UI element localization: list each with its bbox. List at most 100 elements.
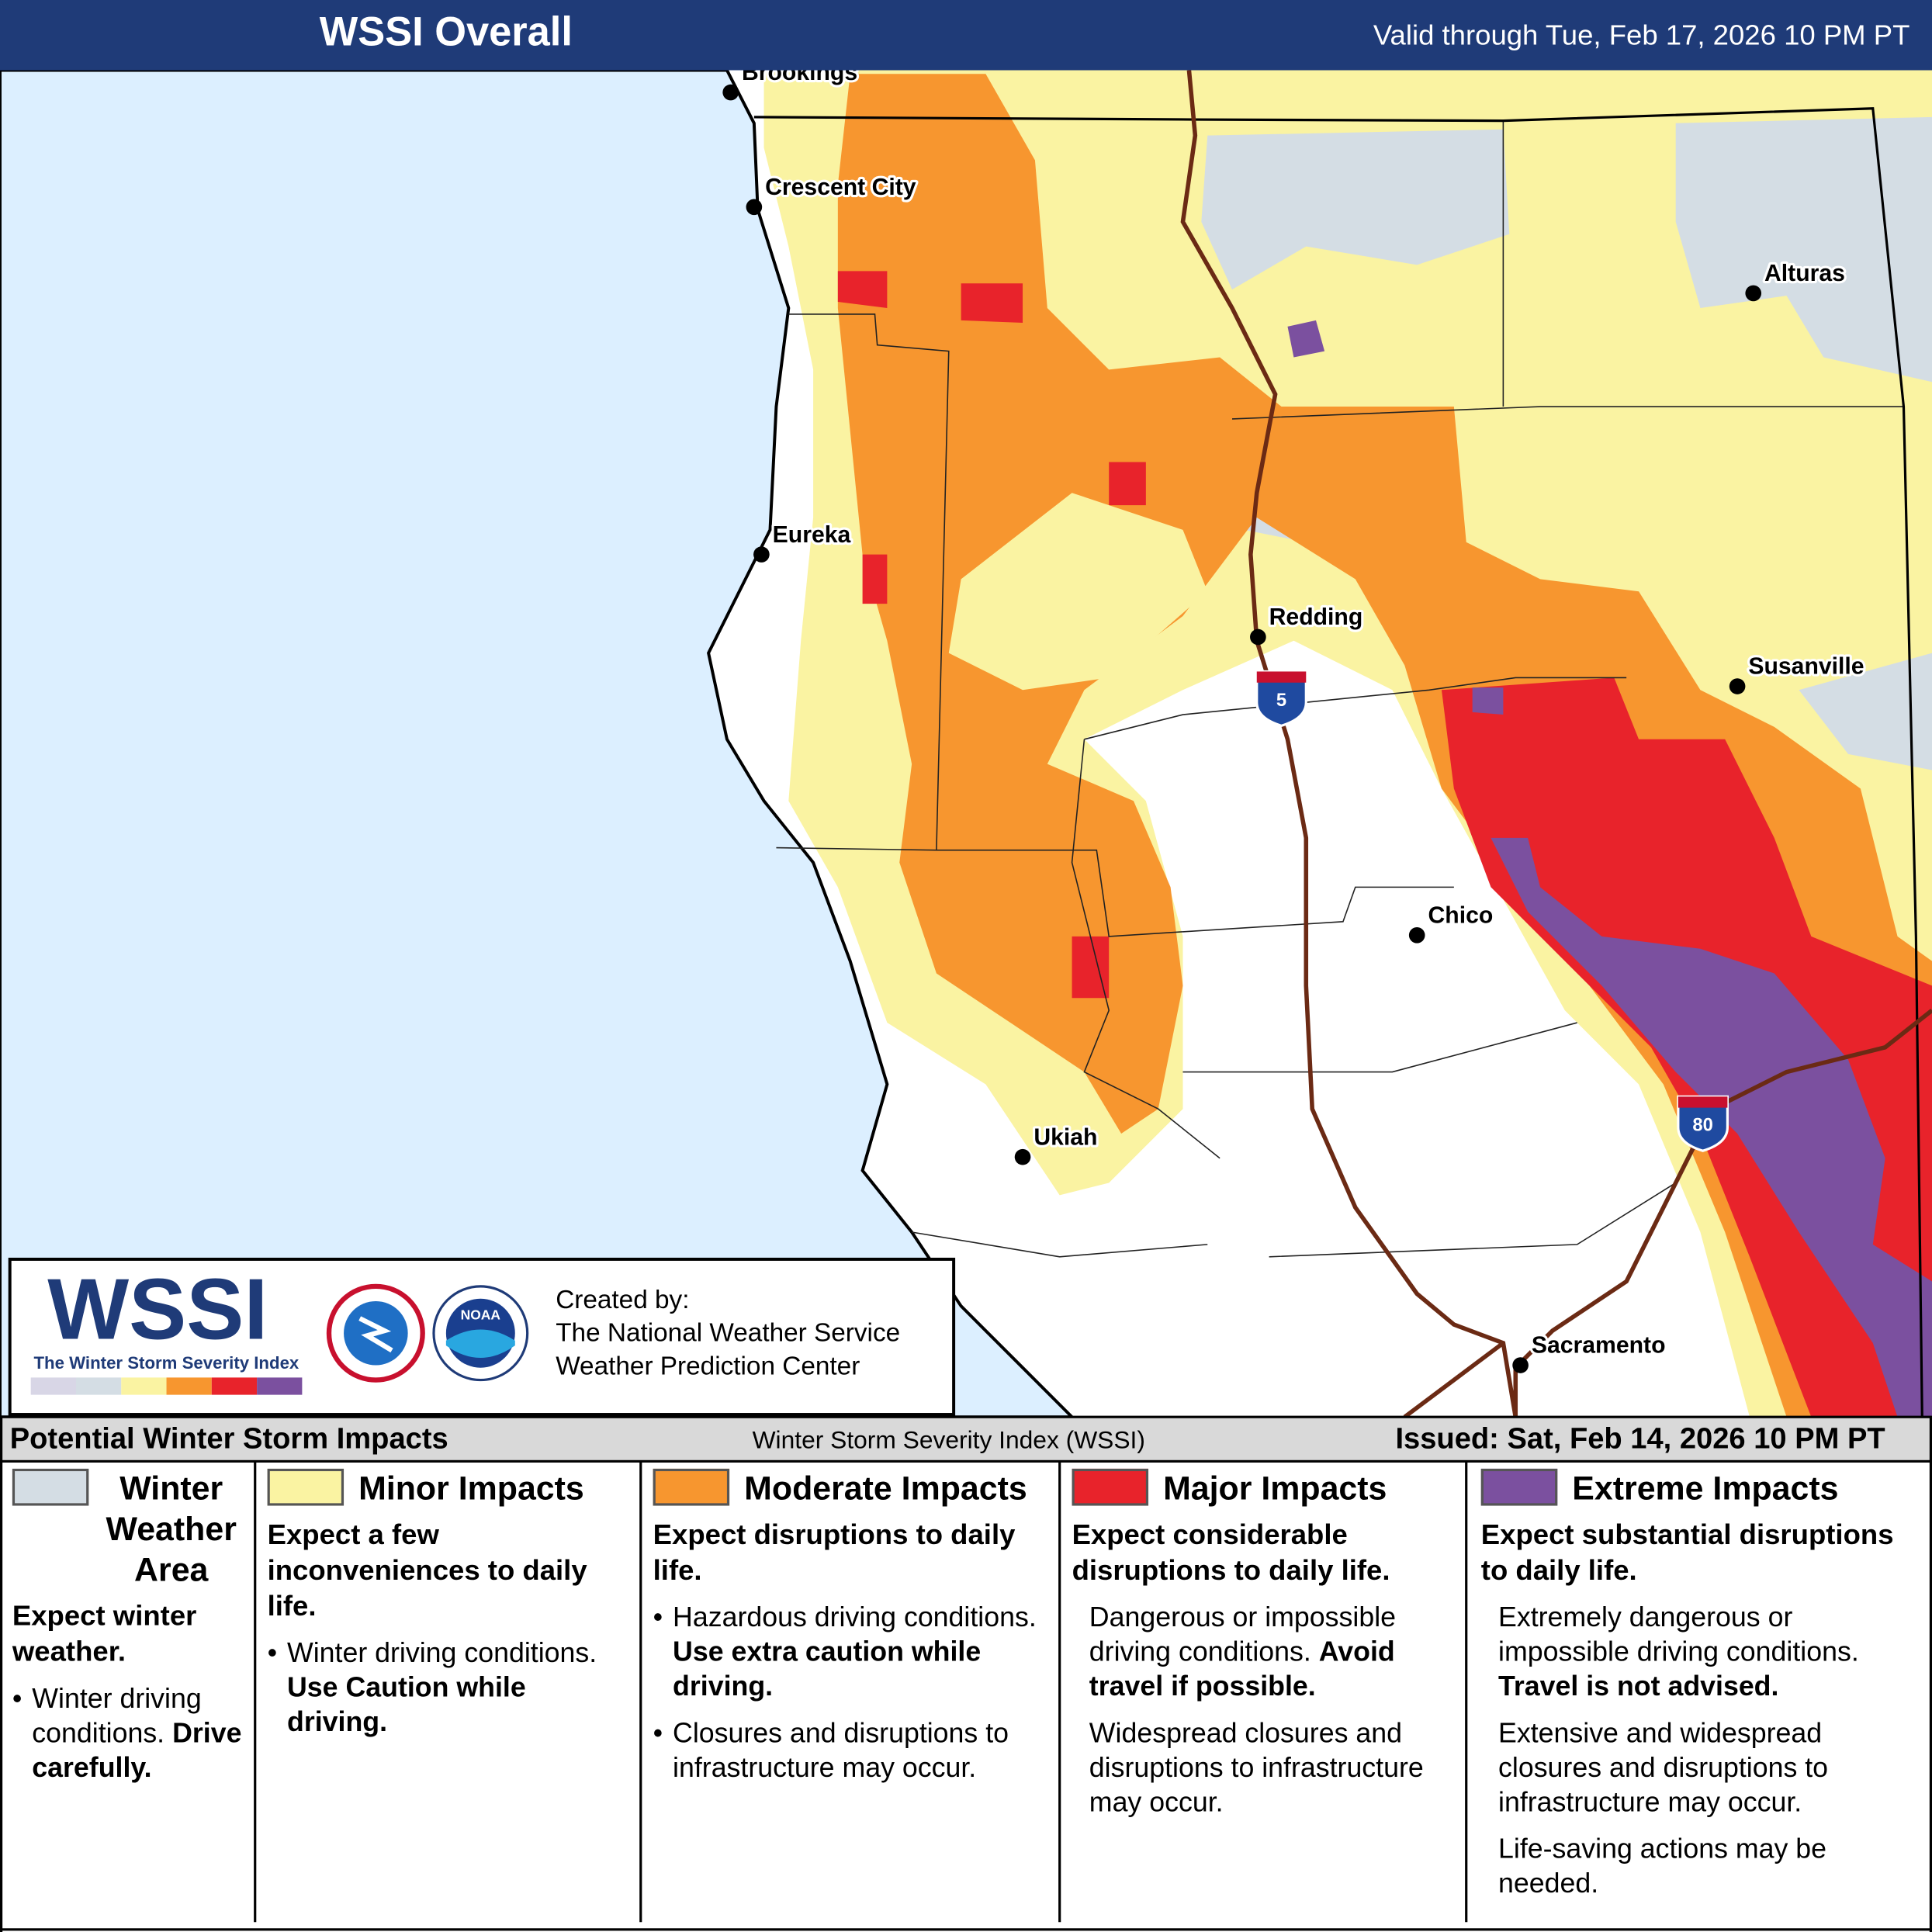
legend-swatch (267, 1468, 345, 1506)
extreme-zone (1287, 320, 1932, 1418)
wssi-logo: WSSI (47, 1260, 268, 1357)
legend-subtitle: Winter Storm Severity Index (WSSI) (753, 1425, 1145, 1453)
creator: The National Weather Service (556, 1319, 900, 1348)
winter-zone (998, 116, 1932, 974)
legend-name: Moderate Impacts (744, 1470, 1027, 1508)
legend-strip (0, 1415, 1932, 1463)
item-emphasis: Use extra caution while driving. (673, 1636, 982, 1702)
city-label: Chico (1428, 902, 1494, 928)
legend-swatch (12, 1468, 89, 1506)
item-text: Extremely dangerous or impossible drivin… (1498, 1601, 1859, 1667)
city-dot (746, 199, 763, 216)
item-text: Life-saving actions may be needed. (1498, 1833, 1827, 1899)
noaa-text: NOAA (461, 1307, 501, 1323)
city-label: Redding (1269, 604, 1363, 630)
shield-top (1678, 1096, 1728, 1108)
city-dot (1250, 628, 1266, 646)
legend-summary: Expect disruptions to daily life. (653, 1518, 1016, 1586)
legend-column: Moderate Impacts Expect disruptions to da… (646, 1468, 1054, 1798)
interstates (1180, 70, 1932, 1419)
legend-summary: Expect substantial disruptions to daily … (1480, 1518, 1894, 1586)
shield (1677, 1095, 1729, 1152)
title: WSSI Overall (320, 9, 573, 54)
city-label: Ukiah (1034, 1124, 1097, 1150)
legend-item: Dangerous or impossible driving conditio… (1072, 1601, 1454, 1704)
shield (1255, 670, 1307, 727)
item-text: Widespread closures and disruptions to i… (1089, 1717, 1424, 1818)
legend-item: Winter driving conditions. Drive careful… (12, 1682, 243, 1785)
legend-item: Life-saving actions may be needed. (1481, 1832, 1920, 1901)
legend-summary: Expect winter weather. (12, 1599, 197, 1667)
city-label: Crescent City (765, 175, 916, 200)
city-dot (1745, 285, 1762, 302)
legend-name: Winter Weather Area (106, 1470, 237, 1588)
wssi-tagline: The Winter Storm Severity Index (33, 1353, 299, 1373)
noaa-wave (445, 1329, 515, 1358)
legend-head: Major Impacts (1072, 1468, 1454, 1509)
legend-item: Closures and disruptions to infrastructu… (653, 1716, 1047, 1785)
item-emphasis: Travel is not advised. (1498, 1671, 1779, 1702)
legend-swatch (1072, 1468, 1149, 1506)
city-dot (722, 84, 739, 101)
legend-name: Minor Impacts (358, 1470, 584, 1508)
legend-swatch (1480, 1468, 1558, 1506)
major-zone (837, 271, 1932, 1418)
legend-item: Extremely dangerous or impossible drivin… (1481, 1601, 1920, 1704)
moderate-zone (837, 74, 1932, 1418)
county-lines (776, 120, 1904, 1258)
issued: Issued: Sat, Feb 14, 2026 10 PM PT (1395, 1422, 1885, 1455)
legend-head: Moderate Impacts (653, 1468, 1047, 1509)
legend-column: Major Impacts Expect considerable disrupt… (1065, 1468, 1461, 1832)
item-text: Extensive and widespread closures and di… (1498, 1717, 1829, 1818)
legend-item: Widespread closures and disruptions to i… (1072, 1716, 1454, 1819)
ocean (0, 68, 1076, 1419)
legend-column: Minor Impacts Expect a few inconveniences… (260, 1468, 635, 1752)
nws-bolt (358, 1316, 393, 1353)
legend-column: Extreme Impacts Expect substantial disrup… (1473, 1468, 1927, 1913)
item-text: Winter driving conditions. (32, 1683, 202, 1749)
city-dot (1512, 1357, 1529, 1373)
creator: Weather Prediction Center (556, 1352, 860, 1381)
logo-bar-segment (166, 1377, 212, 1395)
legend-dividers (0, 1417, 1932, 1932)
logo-bar-segment (30, 1377, 76, 1395)
legend-title: Potential Winter Storm Impacts (10, 1422, 448, 1455)
item-text: Winter driving conditions. (287, 1637, 597, 1669)
item-text: Closures and disruptions to infrastructu… (673, 1717, 1009, 1783)
city-label: Eureka (773, 522, 851, 548)
header-bar (0, 0, 1932, 71)
item-emphasis: Drive carefully. (32, 1717, 242, 1783)
city-dot (1014, 1148, 1031, 1165)
legend-swatch (653, 1468, 730, 1506)
highway-label: 5 (1276, 690, 1286, 711)
city-label: Sacramento (1532, 1333, 1666, 1359)
legend-summary: Expect a few inconveniences to daily lif… (267, 1518, 587, 1622)
legend-column: Winter Weather Area Expect winter weather… (5, 1468, 250, 1798)
logo-bar-segment (121, 1377, 167, 1395)
city-dot (753, 546, 770, 563)
city-dot (1408, 926, 1425, 943)
legend-summary: Expect considerable disruptions to daily… (1072, 1518, 1390, 1586)
item-text: Hazardous driving conditions. (673, 1601, 1037, 1633)
created-by: Created by: (556, 1286, 689, 1314)
shield-top (1256, 671, 1307, 683)
legend-name: Major Impacts (1163, 1470, 1387, 1508)
valid-time: Valid through Tue, Feb 17, 2026 10 PM PT (1373, 19, 1910, 50)
logo-bar-segment (211, 1377, 258, 1395)
city-label: Susanville (1748, 654, 1864, 680)
highway-label: 80 (1692, 1115, 1713, 1136)
logo-bar-segment (257, 1377, 303, 1395)
item-text: Dangerous or impossible driving conditio… (1089, 1601, 1397, 1667)
legend-item: Winter driving conditions. Use Caution w… (268, 1636, 628, 1740)
item-emphasis: Use Caution while driving. (287, 1671, 526, 1738)
item-emphasis: Avoid travel if possible. (1089, 1636, 1395, 1702)
legend-item: Hazardous driving conditions. Use extra … (653, 1601, 1047, 1704)
legend-item: Extensive and widespread closures and di… (1481, 1716, 1920, 1819)
legend-head: Extreme Impacts (1480, 1468, 1920, 1509)
city-label: Alturas (1764, 261, 1845, 286)
city-dot (1729, 678, 1746, 694)
legend-name: Extreme Impacts (1572, 1470, 1839, 1508)
